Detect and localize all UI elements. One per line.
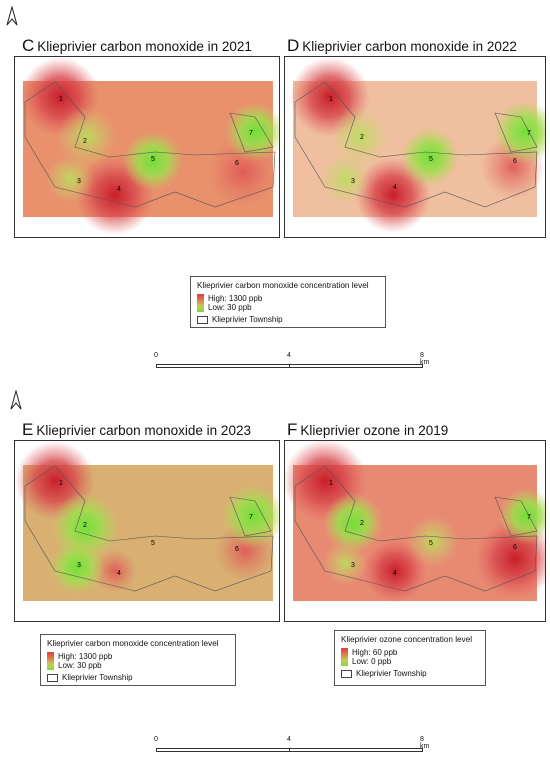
- color-ramp: [197, 294, 204, 312]
- map-frame-f: 1 2 3 4 5 6 7: [284, 440, 546, 622]
- legend-township: Klieprivier Township: [212, 315, 283, 324]
- map-c-label-3: 3: [77, 178, 81, 185]
- map-frame-d: 1 2 3 4 5 6 7: [284, 56, 546, 238]
- map-e-label-4: 4: [117, 570, 121, 577]
- scale-tick-8: 8 km: [420, 352, 430, 366]
- map-f-label-4: 4: [393, 570, 397, 577]
- map-f-label-2: 2: [360, 520, 364, 527]
- map-c-label-6: 6: [235, 160, 239, 167]
- township-swatch: [341, 669, 352, 678]
- legend-township: Klieprivier Township: [62, 673, 133, 682]
- map-f: 1 2 3 4 5 6 7: [285, 441, 545, 603]
- map-d-label-1: 1: [329, 96, 333, 103]
- legend-high: High: 60 ppb: [352, 648, 398, 657]
- map-e: 1 2 3 4 5 6 7: [15, 441, 279, 601]
- scale-bar-bottom: 0 4 8 km: [154, 736, 434, 756]
- legend-ozone: Klieprivier ozone concentration level Hi…: [334, 630, 486, 686]
- panel-c-title-text: Klieprivier carbon monoxide in 2021: [37, 39, 252, 54]
- map-e-label-7: 7: [249, 514, 253, 521]
- map-d-label-5: 5: [429, 156, 433, 163]
- panel-c-title: C Klieprivier carbon monoxide in 2021: [22, 36, 252, 56]
- map-frame-e: 1 2 3 4 5 6 7: [14, 440, 280, 622]
- map-e-label-2: 2: [83, 522, 87, 529]
- panel-d-title-text: Klieprivier carbon monoxide in 2022: [302, 39, 517, 54]
- map-f-label-7: 7: [527, 514, 531, 521]
- map-d-label-4: 4: [393, 184, 397, 191]
- scale-tick-4: 4: [287, 736, 291, 743]
- map-d-label-3: 3: [351, 178, 355, 185]
- scale-tick-0: 0: [154, 736, 158, 743]
- township-swatch: [47, 673, 58, 682]
- legend-township: Klieprivier Township: [356, 669, 427, 678]
- legend-low: Low: 0 ppb: [352, 657, 392, 666]
- map-c-label-2: 2: [83, 138, 87, 145]
- panel-d-title: D Klieprivier carbon monoxide in 2022: [287, 36, 517, 56]
- map-e-label-6: 6: [235, 546, 239, 553]
- panel-e-letter: E: [22, 420, 34, 439]
- map-f-label-3: 3: [351, 562, 355, 569]
- panel-e-title-text: Klieprivier carbon monoxide in 2023: [36, 423, 251, 438]
- panel-f-letter: F: [287, 420, 298, 439]
- legend-high: High: 1300 ppb: [208, 294, 263, 303]
- legend-co-bottom: Klieprivier carbon monoxide concentratio…: [40, 634, 236, 686]
- scale-tick-4: 4: [287, 352, 291, 359]
- legend-low: Low: 30 ppb: [58, 661, 102, 670]
- scale-segment-right: [289, 748, 423, 752]
- panel-f-title: F Klieprivier ozone in 2019: [287, 420, 448, 440]
- scale-tick-0: 0: [154, 352, 158, 359]
- scale-segment-right: [289, 364, 423, 368]
- panel-f-title-text: Klieprivier ozone in 2019: [300, 423, 449, 438]
- map-c-label-4: 4: [117, 186, 121, 193]
- map-d-label-2: 2: [360, 134, 364, 141]
- panel-c-letter: C: [22, 36, 35, 55]
- map-f-label-1: 1: [329, 480, 333, 487]
- scale-bar-top: 0 4 8 km: [154, 352, 434, 372]
- panel-d-letter: D: [287, 36, 300, 55]
- color-ramp: [47, 652, 54, 670]
- scale-segment-left: [156, 748, 290, 752]
- panel-e-title: E Klieprivier carbon monoxide in 2023: [22, 420, 251, 440]
- map-c-label-7: 7: [249, 130, 253, 137]
- map-c-label-5: 5: [151, 156, 155, 163]
- map-d-label-6: 6: [513, 158, 517, 165]
- map-frame-c: 1 2 3 4 5 6 7: [14, 56, 280, 238]
- map-e-label-3: 3: [77, 562, 81, 569]
- legend-low: Low: 30 ppb: [208, 303, 252, 312]
- map-f-label-5: 5: [429, 540, 433, 547]
- map-d: 1 2 3 4 5 6 7: [290, 57, 545, 233]
- township-swatch: [197, 315, 208, 324]
- color-ramp: [341, 648, 348, 666]
- scale-tick-8: 8 km: [420, 736, 430, 750]
- map-d-label-7: 7: [527, 130, 531, 137]
- scale-segment-left: [156, 364, 290, 368]
- north-arrow-icon: [6, 6, 18, 26]
- legend-co-top: Klieprivier carbon monoxide concentratio…: [190, 276, 386, 328]
- map-c: 1 2 3 4 5 6 7: [20, 57, 279, 235]
- legend-title: Klieprivier ozone concentration level: [341, 635, 473, 644]
- map-f-label-6: 6: [513, 544, 517, 551]
- legend-title: Klieprivier carbon monoxide concentratio…: [47, 639, 219, 648]
- north-arrow-icon: [10, 390, 22, 410]
- legend-title: Klieprivier carbon monoxide concentratio…: [197, 281, 369, 290]
- map-e-label-5: 5: [151, 540, 155, 547]
- legend-high: High: 1300 ppb: [58, 652, 113, 661]
- map-e-label-1: 1: [59, 480, 63, 487]
- map-c-label-1: 1: [59, 96, 63, 103]
